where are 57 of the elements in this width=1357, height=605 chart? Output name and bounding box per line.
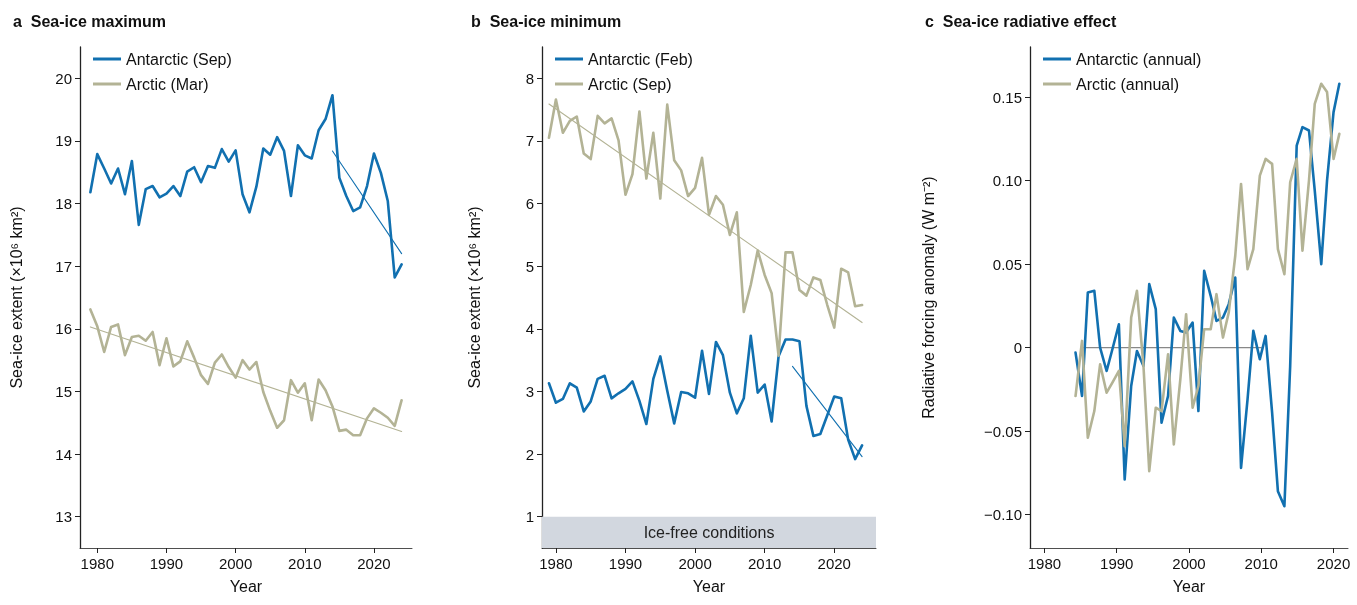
y-tick-label: 19 bbox=[55, 132, 72, 150]
x-tick-label: 2020 bbox=[357, 555, 391, 572]
y-tick-label: 7 bbox=[525, 132, 534, 150]
y-axis-title: Sea-ice extent (×10⁶ km²) bbox=[7, 206, 25, 389]
chart-title: b Sea-ice minimum bbox=[471, 12, 622, 30]
x-tick-label: 1980 bbox=[80, 555, 114, 572]
x-tick-label: 1980 bbox=[1027, 555, 1062, 572]
line-series bbox=[89, 93, 403, 279]
y-tick-label: −0.10 bbox=[984, 506, 1022, 524]
line-series bbox=[547, 334, 864, 461]
y-tick-label: −0.05 bbox=[984, 422, 1022, 440]
y-tick-label: 8 bbox=[525, 69, 534, 87]
chart-title: c Sea-ice radiative effect bbox=[925, 12, 1117, 30]
y-tick-label: 15 bbox=[55, 382, 72, 400]
legend-label: Arctic (Sep) bbox=[588, 75, 672, 93]
legend-label: Arctic (annual) bbox=[1076, 75, 1180, 93]
y-axis-title: Radiative forcing anomaly (W m⁻²) bbox=[919, 176, 937, 419]
legend-label: Antarctic (Feb) bbox=[588, 50, 693, 68]
line-series bbox=[547, 98, 864, 358]
x-tick-label: 2000 bbox=[678, 555, 712, 572]
y-tick-label: 16 bbox=[55, 320, 72, 338]
y-tick-label: 14 bbox=[55, 445, 72, 463]
y-axis-title: Sea-ice extent (×10⁶ km²) bbox=[465, 206, 483, 389]
y-tick-label: 0 bbox=[1013, 339, 1022, 357]
line-series bbox=[89, 308, 403, 437]
y-tick-label: 2 bbox=[525, 445, 534, 463]
x-tick-label: 2020 bbox=[817, 555, 851, 572]
legend-label: Arctic (Mar) bbox=[126, 75, 209, 93]
y-tick-label: 1 bbox=[525, 508, 534, 526]
chart-title: a Sea-ice maximum bbox=[13, 12, 166, 30]
y-tick-label: 0.05 bbox=[992, 255, 1022, 273]
x-axis-title: Year bbox=[229, 577, 263, 595]
x-axis-title: Year bbox=[1172, 577, 1206, 595]
x-tick-label: 2000 bbox=[1172, 555, 1206, 572]
x-tick-label: 1990 bbox=[149, 555, 184, 572]
x-axis-title: Year bbox=[692, 577, 726, 595]
y-tick-label: 18 bbox=[55, 195, 72, 213]
band-label: Ice-free conditions bbox=[643, 523, 775, 541]
legend-label: Antarctic (annual) bbox=[1076, 50, 1202, 68]
y-tick-label: 17 bbox=[55, 257, 72, 275]
y-tick-label: 20 bbox=[55, 69, 72, 87]
y-tick-label: 0.15 bbox=[992, 88, 1022, 106]
x-tick-label: 2010 bbox=[747, 555, 782, 572]
x-tick-label: 1990 bbox=[1100, 555, 1134, 572]
legend-label: Antarctic (Sep) bbox=[126, 50, 232, 68]
x-tick-label: 2020 bbox=[1316, 555, 1351, 572]
y-tick-label: 3 bbox=[525, 382, 534, 400]
x-tick-label: 2000 bbox=[218, 555, 253, 572]
y-tick-label: 4 bbox=[525, 320, 534, 338]
x-tick-label: 2010 bbox=[288, 555, 322, 572]
x-tick-label: 1990 bbox=[608, 555, 643, 572]
x-tick-label: 1980 bbox=[539, 555, 573, 572]
y-tick-label: 5 bbox=[525, 257, 534, 275]
y-tick-label: 13 bbox=[55, 508, 72, 526]
y-tick-label: 0.10 bbox=[992, 172, 1022, 190]
y-tick-label: 6 bbox=[525, 195, 534, 213]
x-tick-label: 2010 bbox=[1244, 555, 1278, 572]
